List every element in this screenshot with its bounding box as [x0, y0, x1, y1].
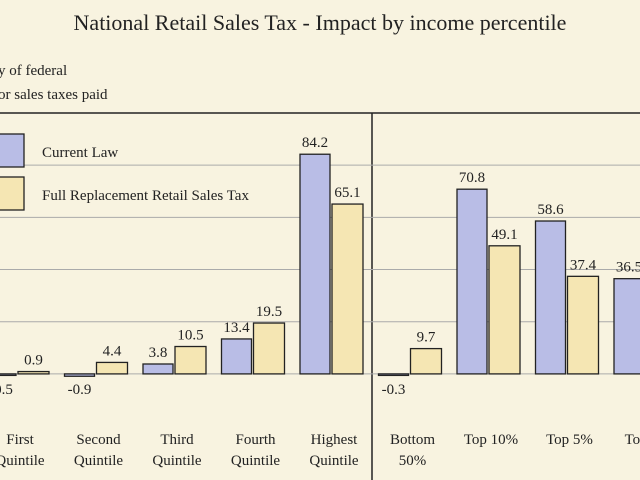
- bar: [174, 345, 207, 375]
- bar: [409, 347, 443, 375]
- legend-swatch: [0, 176, 25, 211]
- bar: [142, 363, 174, 375]
- value-label: 9.7: [417, 330, 436, 346]
- x-tick-label: Highest Quintile: [309, 432, 359, 469]
- value-label: 3.8: [149, 345, 168, 361]
- bar: [17, 370, 50, 375]
- subtitle: or sales taxes paid: [0, 87, 108, 103]
- value-label: 19.5: [256, 304, 282, 320]
- value-label: 65.1: [334, 185, 360, 201]
- x-tick-label: First Quintile: [0, 432, 45, 469]
- bar: [331, 203, 364, 375]
- bar: [566, 275, 600, 375]
- value-label: -0.3: [382, 382, 406, 398]
- value-label: 84.2: [302, 135, 328, 151]
- value-label: 70.8: [459, 170, 485, 186]
- x-tick-label: Top 10%: [464, 432, 518, 448]
- legend-swatch: [0, 133, 25, 168]
- value-label: -0.9: [68, 382, 92, 398]
- subtitle: y of federal: [0, 63, 67, 79]
- bar: [456, 188, 488, 375]
- legend-label: Current Law: [42, 145, 118, 161]
- bar: [299, 153, 331, 375]
- x-tick-label: Top 5%: [546, 432, 593, 448]
- x-tick-label: Second Quintile: [74, 432, 124, 469]
- bar: [95, 361, 129, 375]
- x-tick-label: Bottom 50%: [390, 432, 435, 469]
- bar: [534, 220, 567, 375]
- value-label: 36.5: [616, 260, 640, 276]
- chart-title: National Retail Sales Tax - Impact by in…: [74, 10, 567, 35]
- bar: [377, 373, 410, 377]
- value-label: 0.9: [24, 353, 43, 369]
- value-label: 49.1: [491, 227, 517, 243]
- value-label: 37.4: [570, 257, 597, 273]
- bar: [220, 338, 253, 375]
- bar: [613, 278, 640, 375]
- bar: [488, 245, 521, 375]
- bar: [0, 373, 17, 377]
- bar: [252, 322, 286, 375]
- x-tick-label: Top 1%: [625, 432, 640, 448]
- x-tick-label: Fourth Quintile: [231, 432, 281, 469]
- value-label: 58.6: [537, 202, 564, 218]
- bar: [63, 373, 96, 377]
- value-label: 4.4: [103, 343, 122, 359]
- legend-label: Full Replacement Retail Sales Tax: [42, 188, 249, 204]
- x-tick-label: Third Quintile: [152, 432, 202, 469]
- value-label: 13.4: [223, 320, 250, 336]
- value-label: 10.5: [177, 328, 203, 344]
- value-label: -0.5: [0, 382, 13, 398]
